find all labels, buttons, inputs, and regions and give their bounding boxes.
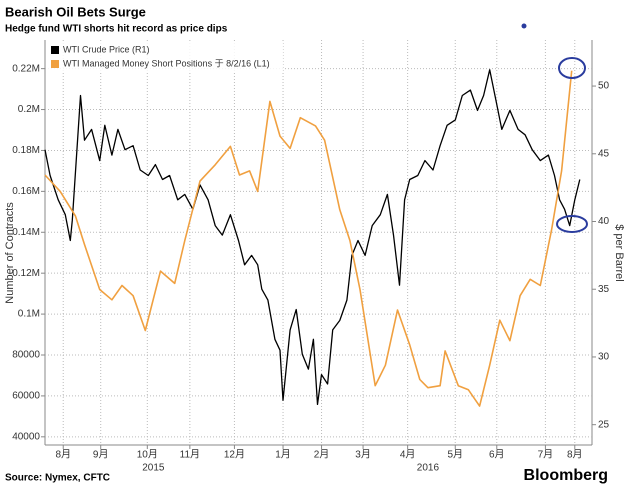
y2-tick-label: 25 bbox=[598, 419, 610, 430]
y2-tick-label: 45 bbox=[598, 148, 610, 159]
x-tick-label: 1月 bbox=[275, 449, 291, 461]
x-tick-label: 11月 bbox=[180, 449, 200, 461]
legend-label: WTI Managed Money Short Positions 于 8/2/… bbox=[63, 58, 270, 68]
year-label: 2015 bbox=[142, 463, 165, 474]
y-tick-label: 0.22M bbox=[12, 63, 40, 74]
y-axis-label: Number of Contracts bbox=[4, 202, 16, 304]
x-tick-label: 10月 bbox=[137, 449, 158, 461]
year-label: 2016 bbox=[417, 463, 440, 474]
x-tick-label: 12月 bbox=[224, 449, 245, 461]
series-line bbox=[44, 70, 573, 407]
annotation-dot bbox=[521, 23, 527, 29]
chart-title: Bearish Oil Bets Surge bbox=[5, 4, 146, 19]
legend-box bbox=[47, 42, 283, 72]
y2-tick-label: 40 bbox=[598, 216, 610, 227]
legend-swatch bbox=[51, 60, 59, 68]
x-tick-label: 6月 bbox=[489, 449, 505, 461]
series-line bbox=[44, 69, 581, 406]
y-tick-label: 0.1M bbox=[18, 309, 40, 320]
x-tick-label: 7月 bbox=[538, 449, 554, 461]
x-tick-label: 2月 bbox=[314, 449, 330, 461]
x-tick-label: 5月 bbox=[447, 449, 463, 461]
x-tick-label: 4月 bbox=[400, 449, 416, 461]
highlight-ellipse bbox=[558, 57, 586, 79]
source: Source: Nymex, CFTC bbox=[5, 473, 110, 484]
legend-swatch bbox=[51, 46, 59, 54]
y-tick-label: 80000 bbox=[12, 350, 40, 361]
brand: Bloomberg bbox=[524, 467, 608, 484]
y-tick-label: 60000 bbox=[12, 391, 40, 402]
x-tick-label: 9月 bbox=[93, 449, 109, 461]
plot: 40000 60000 80000 0.1M 0.12M 0.14M 0.16M 0.18M 0… bbox=[12, 40, 610, 474]
y-tick-label: 0.16M bbox=[12, 186, 40, 197]
legend-label: WTI Crude Price (R1) bbox=[63, 44, 150, 54]
chart-subtitle: Hedge fund WTI shorts hit record as pric… bbox=[5, 24, 228, 35]
x-tick-label: 8月 bbox=[55, 449, 71, 461]
highlight-ellipse bbox=[556, 215, 588, 233]
y2-axis-label: $ per Barrel bbox=[613, 224, 625, 281]
y-tick-label: 0.14M bbox=[12, 227, 40, 238]
y2-tick-label: 30 bbox=[598, 352, 610, 363]
y-tick-label: 0.12M bbox=[12, 268, 40, 279]
x-tick-label: 8月 bbox=[567, 449, 583, 461]
y2-tick-label: 50 bbox=[598, 81, 610, 92]
y2-tick-label: 35 bbox=[598, 284, 610, 295]
y-tick-label: 0.2M bbox=[18, 104, 40, 115]
y-tick-label: 0.18M bbox=[12, 145, 40, 156]
x-tick-label: 3月 bbox=[355, 449, 371, 461]
y-tick-label: 40000 bbox=[12, 431, 40, 442]
